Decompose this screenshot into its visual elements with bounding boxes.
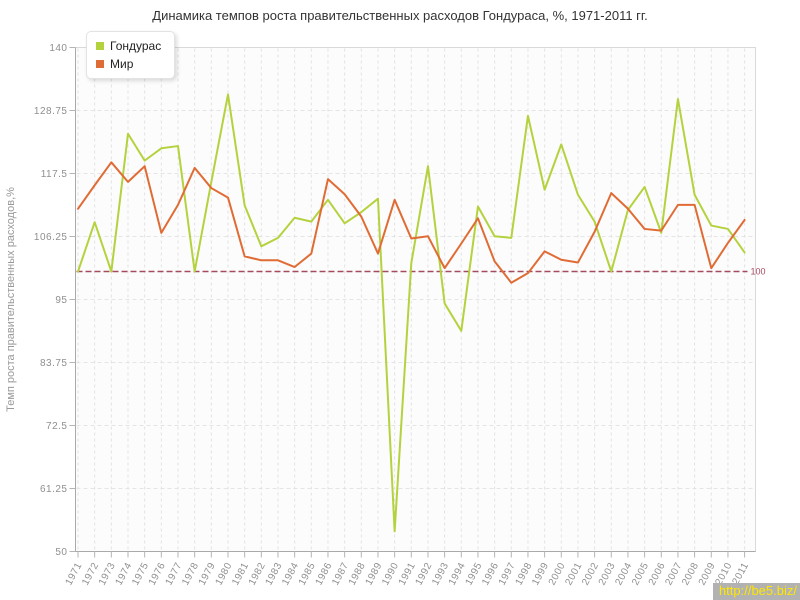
y-tick-label: 61.25 bbox=[40, 484, 68, 495]
y-tick-label: 95 bbox=[55, 295, 67, 306]
legend-label-world: Мир bbox=[110, 57, 134, 71]
y-tick-label: 140 bbox=[49, 43, 67, 54]
series-line-world bbox=[77, 161, 746, 284]
legend-swatch-honduras bbox=[96, 42, 104, 50]
legend-label-honduras: Гондурас bbox=[110, 39, 162, 53]
y-axis-title: Темп роста правительственных расходов,% bbox=[5, 187, 17, 412]
y-tick-label: 117.5 bbox=[41, 169, 68, 180]
plotline-label: 100 bbox=[751, 267, 766, 277]
watermark-link[interactable]: http://be5.biz/ bbox=[712, 583, 800, 600]
legend-item-honduras[interactable]: Гондурас bbox=[96, 37, 161, 55]
series-line-honduras bbox=[77, 93, 746, 533]
chart-legend: Гондурас Мир bbox=[86, 31, 176, 79]
chart-title: Динамика темпов роста правительственных … bbox=[152, 8, 648, 23]
legend-swatch-world bbox=[96, 60, 104, 68]
y-tick-label: 83.75 bbox=[40, 358, 68, 369]
y-tick-label: 106.25 bbox=[34, 232, 68, 243]
legend-item-world[interactable]: Мир bbox=[96, 55, 161, 73]
y-tick-label: 72.5 bbox=[46, 421, 67, 432]
y-tick-label: 50 bbox=[55, 547, 67, 558]
y-tick-label: 128.75 bbox=[34, 106, 68, 117]
